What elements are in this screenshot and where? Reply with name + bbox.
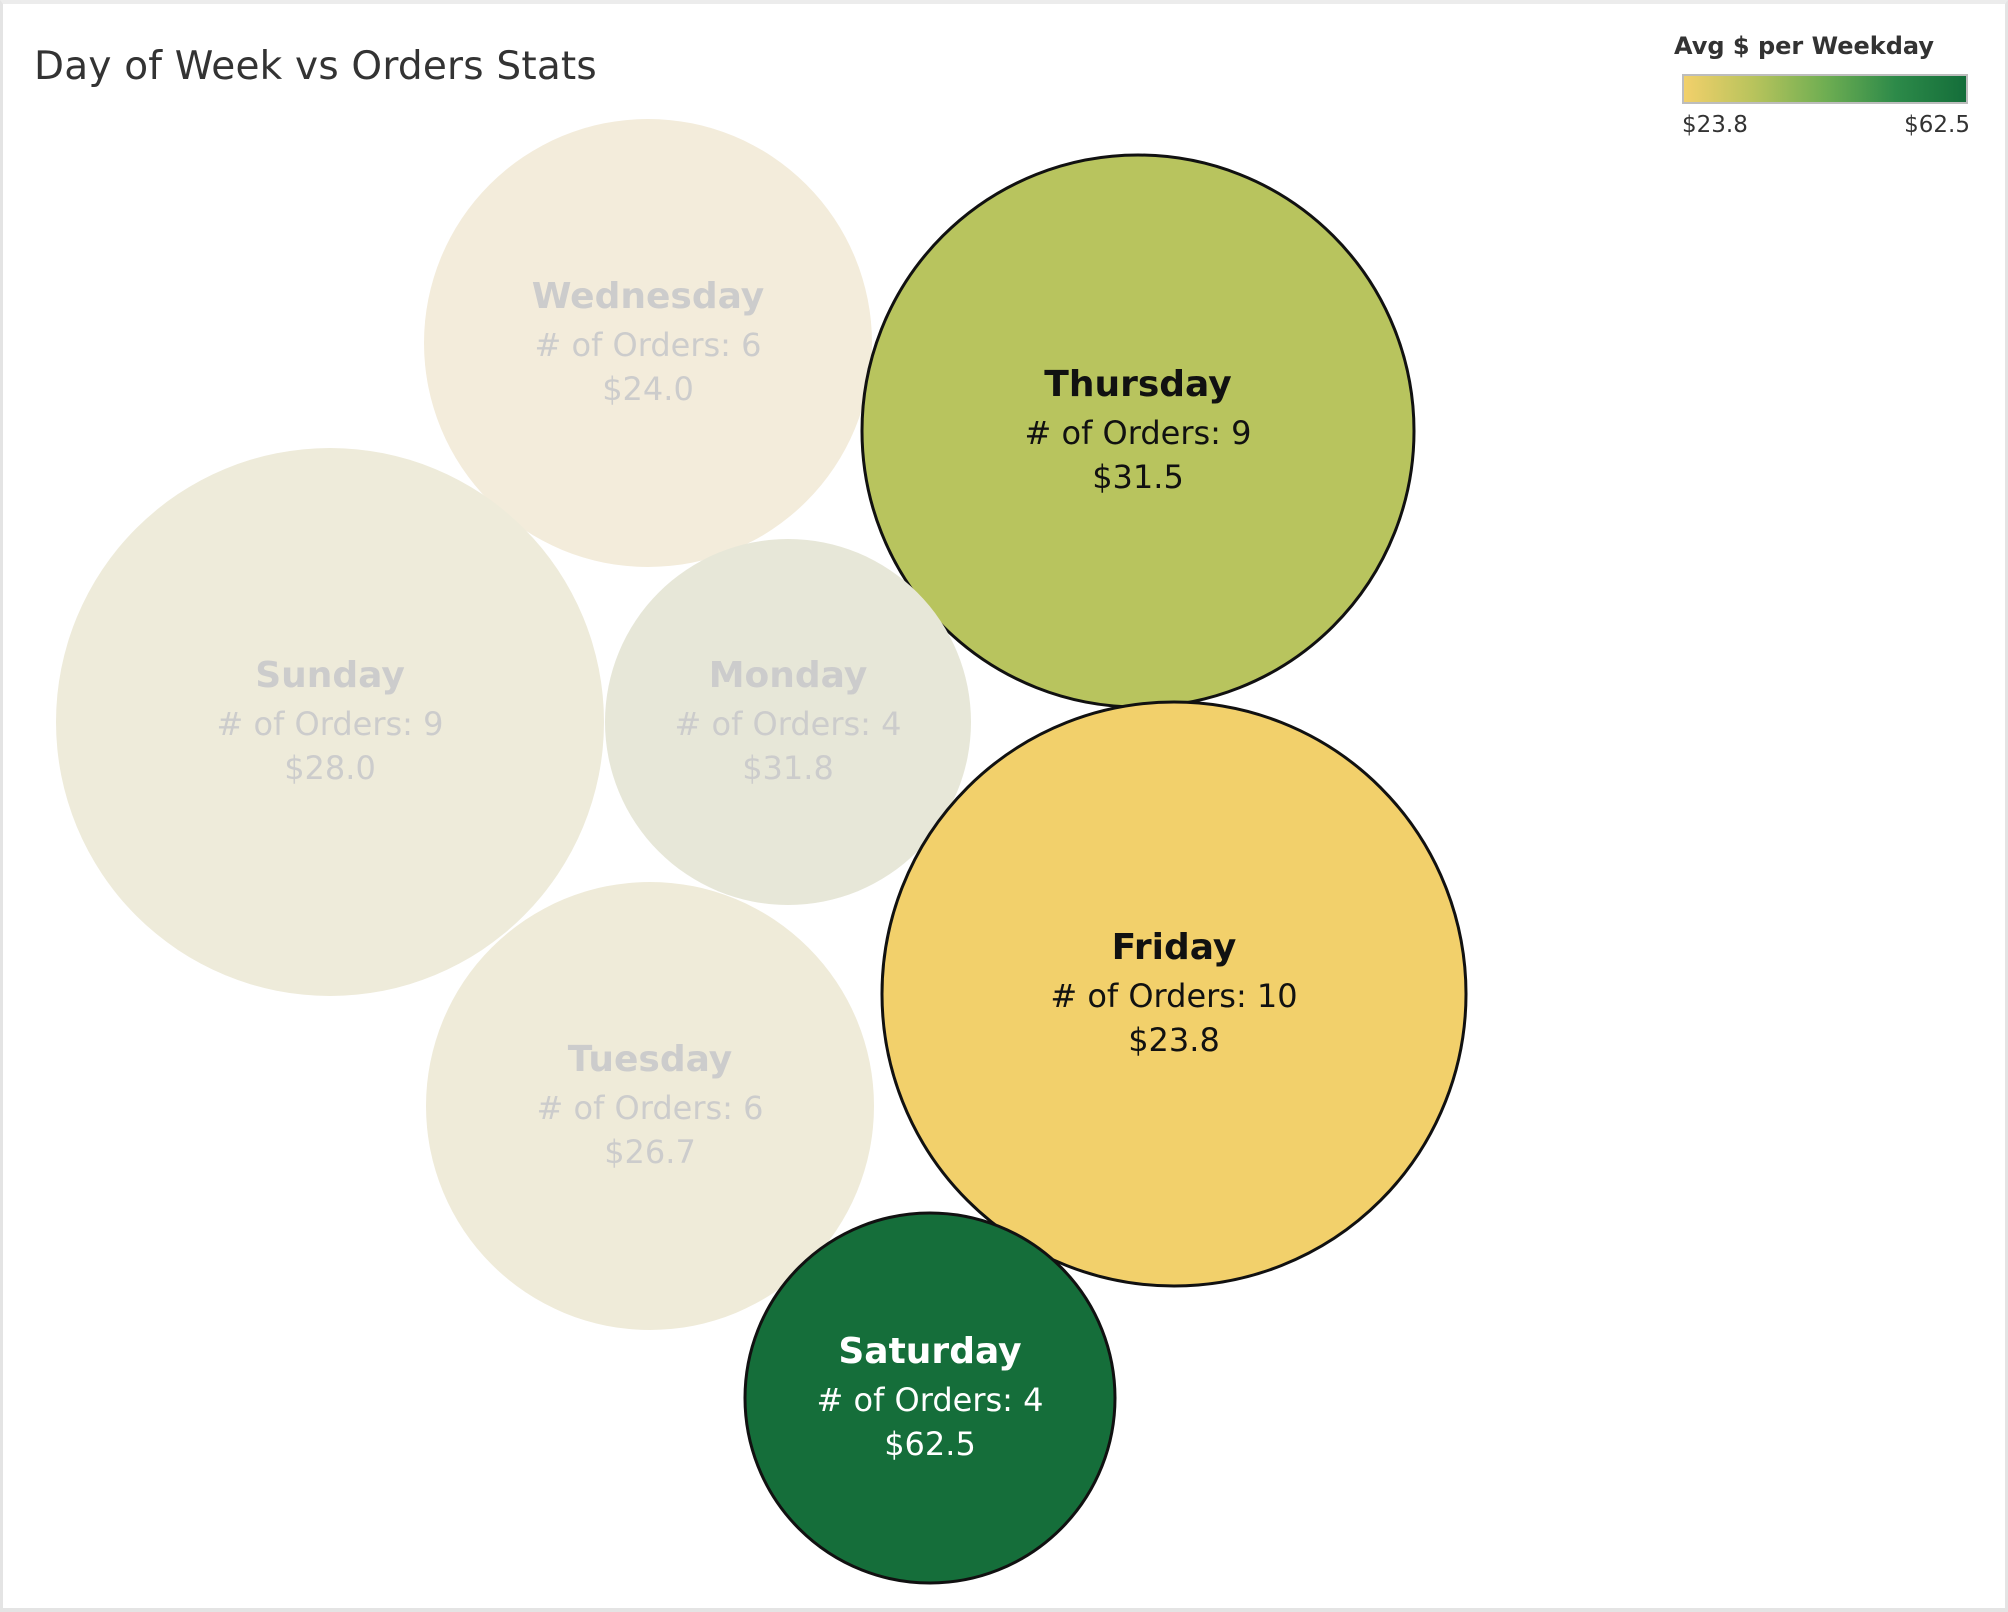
bubble-circle[interactable] xyxy=(880,700,1468,1288)
bubble-orders-label: # of Orders: 4 xyxy=(817,1381,1044,1419)
bubble-friday[interactable]: Friday # of Orders: 10 $23.8 xyxy=(880,700,1468,1288)
bubble-avg-label: $31.8 xyxy=(742,749,834,787)
bubble-day-label: Thursday xyxy=(1044,364,1231,405)
bubble-orders-label: # of Orders: 6 xyxy=(535,326,762,364)
bubble-day-label: Friday xyxy=(1112,927,1237,968)
bubble-day-label: Sunday xyxy=(255,655,405,696)
bubble-monday[interactable]: Monday # of Orders: 4 $31.8 xyxy=(605,539,971,905)
chart-title: Day of Week vs Orders Stats xyxy=(34,44,597,89)
bubble-circle[interactable] xyxy=(605,539,971,905)
bubble-avg-label: $24.0 xyxy=(602,370,694,408)
bubble-avg-label: $62.5 xyxy=(884,1425,976,1463)
bubble-avg-label: $23.8 xyxy=(1128,1021,1220,1059)
bubble-orders-label: # of Orders: 4 xyxy=(675,705,902,743)
legend-title: Avg $ per Weekday xyxy=(1674,32,1935,60)
bubble-circle[interactable] xyxy=(56,448,604,996)
bubble-circle[interactable] xyxy=(424,119,872,567)
color-legend[interactable]: Avg $ per Weekday $23.8 $62.5 xyxy=(1672,32,1972,142)
bubble-saturday[interactable]: Saturday # of Orders: 4 $62.5 xyxy=(743,1211,1117,1585)
bubble-day-label: Tuesday xyxy=(568,1039,733,1080)
bubble-orders-label: # of Orders: 6 xyxy=(537,1089,764,1127)
bubble-tuesday[interactable]: Tuesday # of Orders: 6 $26.7 xyxy=(426,882,874,1330)
bubble-day-label: Saturday xyxy=(838,1331,1021,1372)
bubble-circle[interactable] xyxy=(743,1211,1117,1585)
bubble-day-label: Monday xyxy=(709,655,868,696)
bubble-orders-label: # of Orders: 9 xyxy=(1025,414,1252,452)
bubble-day-label: Wednesday xyxy=(532,276,765,317)
bubble-avg-label: $31.5 xyxy=(1092,458,1184,496)
legend-max-label: $62.5 xyxy=(1904,112,1970,138)
bubble-sunday[interactable]: Sunday # of Orders: 9 $28.0 xyxy=(56,448,604,996)
bubble-wednesday[interactable]: Wednesday # of Orders: 6 $24.0 xyxy=(424,119,872,567)
bubble-orders-label: # of Orders: 10 xyxy=(1050,977,1297,1015)
bubble-orders-label: # of Orders: 9 xyxy=(217,705,444,743)
bubble-avg-label: $26.7 xyxy=(604,1133,696,1171)
legend-gradient-bar xyxy=(1682,74,1968,104)
legend-min-label: $23.8 xyxy=(1682,112,1748,138)
bubble-circle[interactable] xyxy=(426,882,874,1330)
bubble-avg-label: $28.0 xyxy=(284,749,376,787)
bubble-thursday[interactable]: Thursday # of Orders: 9 $31.5 xyxy=(860,153,1416,709)
